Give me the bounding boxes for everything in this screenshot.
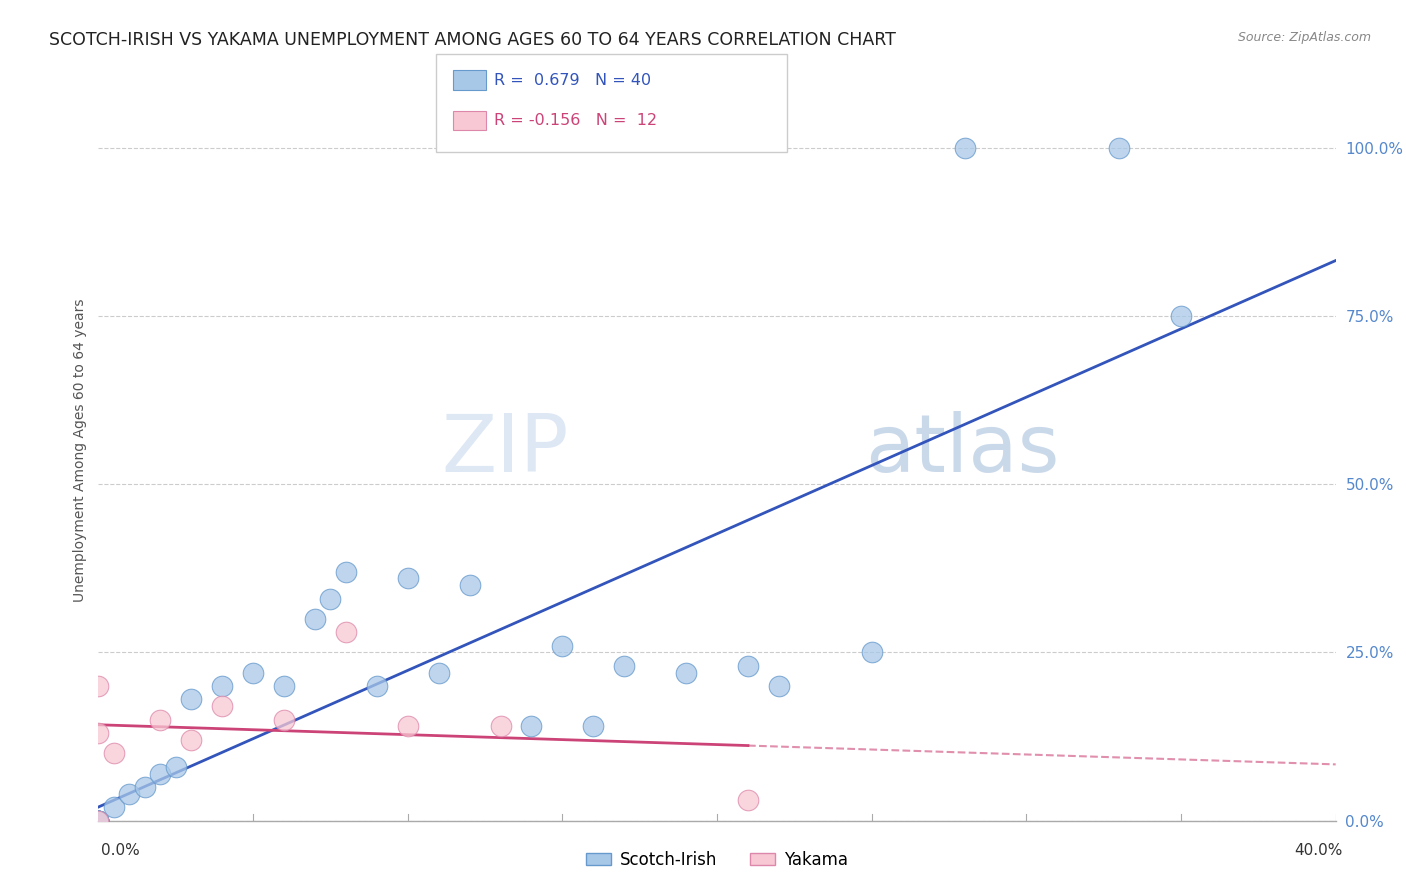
Point bbox=[87, 814, 110, 828]
Text: atlas: atlas bbox=[866, 411, 1060, 490]
Point bbox=[768, 679, 790, 693]
Point bbox=[366, 679, 388, 693]
Point bbox=[149, 766, 172, 780]
Point bbox=[87, 814, 110, 828]
Point bbox=[551, 639, 574, 653]
Point bbox=[582, 719, 605, 733]
Point bbox=[87, 814, 110, 828]
Point bbox=[211, 679, 233, 693]
Point bbox=[103, 800, 125, 814]
Legend: Scotch-Irish, Yakama: Scotch-Irish, Yakama bbox=[579, 844, 855, 875]
Point bbox=[87, 726, 110, 740]
Point bbox=[427, 665, 450, 680]
Point bbox=[87, 814, 110, 828]
Point bbox=[737, 658, 759, 673]
Text: R = -0.156   N =  12: R = -0.156 N = 12 bbox=[494, 113, 657, 128]
Point bbox=[87, 814, 110, 828]
Point bbox=[396, 719, 419, 733]
Point bbox=[737, 793, 759, 807]
Point bbox=[87, 814, 110, 828]
Point bbox=[149, 713, 172, 727]
Point bbox=[242, 665, 264, 680]
Point bbox=[103, 747, 125, 761]
Point bbox=[953, 140, 976, 154]
Point bbox=[273, 679, 295, 693]
Point bbox=[211, 699, 233, 714]
Point bbox=[87, 814, 110, 828]
Point bbox=[489, 719, 512, 733]
Text: 40.0%: 40.0% bbox=[1295, 843, 1343, 858]
Point bbox=[860, 645, 883, 659]
Text: ZIP: ZIP bbox=[441, 411, 568, 490]
Point bbox=[87, 814, 110, 828]
Text: R =  0.679   N = 40: R = 0.679 N = 40 bbox=[494, 73, 651, 87]
Point bbox=[304, 612, 326, 626]
Point bbox=[335, 565, 357, 579]
Point bbox=[1108, 140, 1130, 154]
Point bbox=[87, 814, 110, 828]
Point bbox=[134, 780, 156, 794]
Text: SCOTCH-IRISH VS YAKAMA UNEMPLOYMENT AMONG AGES 60 TO 64 YEARS CORRELATION CHART: SCOTCH-IRISH VS YAKAMA UNEMPLOYMENT AMON… bbox=[49, 31, 896, 49]
Point bbox=[675, 665, 697, 680]
Point bbox=[87, 814, 110, 828]
Point bbox=[613, 658, 636, 673]
Text: 0.0%: 0.0% bbox=[101, 843, 141, 858]
Point bbox=[165, 760, 187, 774]
Point bbox=[396, 571, 419, 585]
Point bbox=[1170, 309, 1192, 323]
Point bbox=[319, 591, 342, 606]
Point bbox=[87, 814, 110, 828]
Text: Source: ZipAtlas.com: Source: ZipAtlas.com bbox=[1237, 31, 1371, 45]
Point bbox=[273, 713, 295, 727]
Point bbox=[180, 732, 202, 747]
Point bbox=[87, 814, 110, 828]
Point bbox=[520, 719, 543, 733]
Point bbox=[87, 679, 110, 693]
Point bbox=[458, 578, 481, 592]
Point bbox=[87, 814, 110, 828]
Point bbox=[118, 787, 141, 801]
Point bbox=[87, 814, 110, 828]
Y-axis label: Unemployment Among Ages 60 to 64 years: Unemployment Among Ages 60 to 64 years bbox=[73, 299, 87, 602]
Point bbox=[335, 625, 357, 640]
Point bbox=[180, 692, 202, 706]
